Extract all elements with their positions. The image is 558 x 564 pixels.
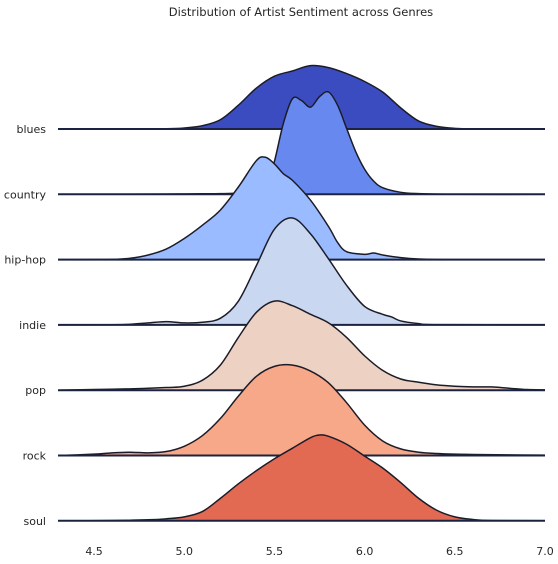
- chart-title: Distribution of Artist Sentiment across …: [169, 5, 433, 19]
- ridge-rock: [57, 363, 546, 457]
- ridge-outline-blues: [57, 64, 546, 130]
- row-label-hip-hop: hip-hop: [4, 254, 46, 267]
- row-label-indie: indie: [19, 319, 46, 332]
- x-tick-label: 4.5: [85, 545, 103, 558]
- row-label-pop: pop: [25, 384, 46, 397]
- row-label-blues: blues: [16, 123, 46, 136]
- ridges-group: [57, 64, 546, 522]
- ridge-area-hip-hop: [58, 156, 545, 260]
- x-tick-labels-group: 4.5 5.0 5.5 6.0 6.5 7.0: [85, 545, 553, 558]
- ridge-area-blues: [58, 65, 545, 130]
- ridge-outline-pop: [57, 300, 546, 391]
- x-tick-label: 6.5: [446, 545, 464, 558]
- x-tick-label: 5.0: [176, 545, 194, 558]
- ridge-area-soul: [58, 434, 545, 521]
- ridge-area-country: [58, 91, 545, 195]
- ridge-outline-indie: [57, 217, 546, 326]
- x-tick-label: 7.0: [536, 545, 554, 558]
- row-label-soul: soul: [24, 515, 47, 528]
- ridge-area-pop: [58, 300, 545, 391]
- ridge-outline-rock: [57, 363, 546, 457]
- row-label-rock: rock: [23, 450, 47, 463]
- ridge-area-indie: [58, 217, 545, 325]
- row-labels-group: blues country hip-hop indie pop rock soul: [4, 123, 47, 528]
- ridge-outline-soul: [57, 434, 546, 522]
- ridge-country: [57, 90, 546, 196]
- ridge-area-rock: [58, 364, 545, 456]
- ridge-soul: [57, 434, 546, 522]
- ridge-indie: [57, 217, 546, 326]
- row-label-country: country: [4, 188, 47, 201]
- x-tick-label: 6.0: [356, 545, 374, 558]
- x-tick-label: 5.5: [266, 545, 284, 558]
- ridge-outline-hip-hop: [57, 156, 546, 261]
